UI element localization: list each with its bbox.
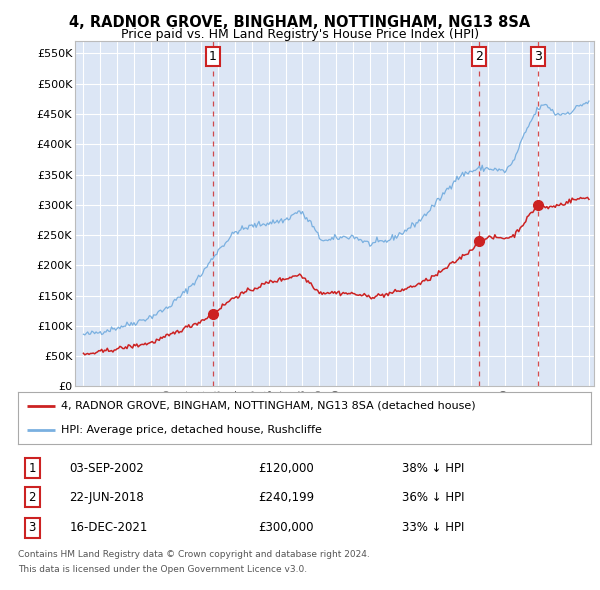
Text: 3: 3 [29, 522, 36, 535]
Text: Contains HM Land Registry data © Crown copyright and database right 2024.: Contains HM Land Registry data © Crown c… [18, 550, 370, 559]
Text: 16-DEC-2021: 16-DEC-2021 [70, 522, 148, 535]
Text: 1: 1 [209, 50, 217, 63]
Text: 2: 2 [29, 490, 36, 504]
Text: £240,199: £240,199 [259, 490, 315, 504]
Text: 3: 3 [534, 50, 542, 63]
Text: 4, RADNOR GROVE, BINGHAM, NOTTINGHAM, NG13 8SA: 4, RADNOR GROVE, BINGHAM, NOTTINGHAM, NG… [70, 15, 530, 30]
Text: This data is licensed under the Open Government Licence v3.0.: This data is licensed under the Open Gov… [18, 565, 307, 574]
Text: £120,000: £120,000 [259, 462, 314, 475]
Text: 4, RADNOR GROVE, BINGHAM, NOTTINGHAM, NG13 8SA (detached house): 4, RADNOR GROVE, BINGHAM, NOTTINGHAM, NG… [61, 401, 476, 411]
Text: 22-JUN-2018: 22-JUN-2018 [70, 490, 145, 504]
Text: £300,000: £300,000 [259, 522, 314, 535]
Text: Price paid vs. HM Land Registry's House Price Index (HPI): Price paid vs. HM Land Registry's House … [121, 28, 479, 41]
Text: HPI: Average price, detached house, Rushcliffe: HPI: Average price, detached house, Rush… [61, 425, 322, 435]
Text: 03-SEP-2002: 03-SEP-2002 [70, 462, 145, 475]
Text: 2: 2 [475, 50, 483, 63]
Text: 38% ↓ HPI: 38% ↓ HPI [402, 462, 464, 475]
Text: 36% ↓ HPI: 36% ↓ HPI [402, 490, 464, 504]
Text: 1: 1 [29, 462, 36, 475]
Text: 33% ↓ HPI: 33% ↓ HPI [402, 522, 464, 535]
